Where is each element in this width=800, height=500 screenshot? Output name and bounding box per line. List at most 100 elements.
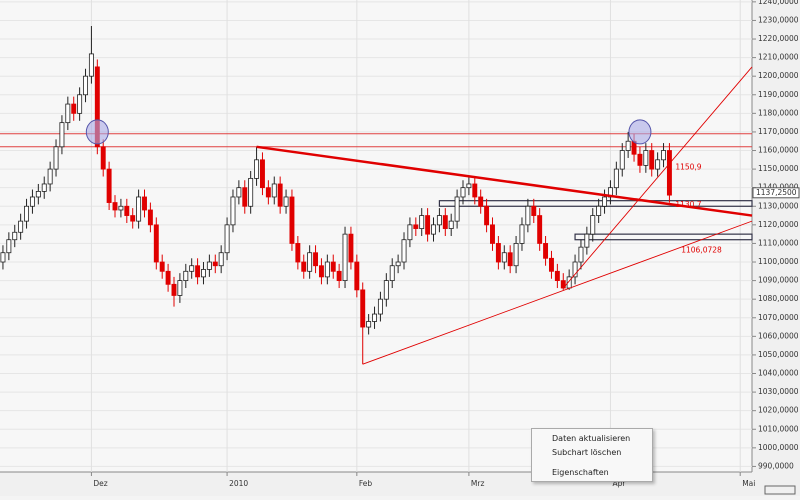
- candle-body: [88, 53, 94, 77]
- candle-body: [271, 183, 277, 198]
- candle-body: [413, 224, 419, 229]
- marker: [628, 119, 652, 145]
- y-tick-label: 1060,0000: [758, 331, 799, 340]
- menu-item[interactable]: Subchart löschen: [552, 448, 622, 457]
- candle-body: [94, 66, 100, 148]
- candle-body: [106, 168, 112, 203]
- candle-body: [602, 196, 608, 207]
- y-tick-label: 1000,0000: [758, 443, 799, 452]
- candle-body: [289, 196, 295, 244]
- y-tick-label: 1070,0000: [758, 313, 799, 322]
- y-tick-label: 1190,0000: [758, 90, 799, 99]
- candle-body: [218, 252, 224, 267]
- candle-body: [619, 150, 625, 170]
- candle-body: [584, 233, 590, 248]
- candle-body: [201, 269, 206, 278]
- candle-body: [625, 140, 631, 151]
- candle-body: [100, 146, 106, 170]
- annotation: 1106,0728: [681, 246, 722, 255]
- candle-body: [649, 150, 655, 170]
- x-tick-label: Mai: [742, 479, 755, 488]
- candle-body: [572, 261, 578, 278]
- candle-body: [436, 215, 442, 226]
- candle-body: [324, 261, 330, 278]
- candle-body: [389, 265, 395, 281]
- x-tick-label: Mrz: [471, 479, 485, 488]
- candle-body: [466, 183, 472, 189]
- y-tick-label: 1120,0000: [758, 220, 799, 229]
- candle-body: [189, 265, 195, 272]
- y-tick-label: 1130,0000: [758, 201, 799, 210]
- marker: [85, 119, 109, 145]
- candle-body: [372, 313, 377, 322]
- candle-body: [578, 246, 584, 263]
- candle-body: [59, 122, 65, 148]
- candle-body: [165, 270, 171, 285]
- x-tick-label: 2010: [229, 479, 248, 488]
- candle-body: [83, 75, 88, 96]
- candle-body: [661, 150, 666, 161]
- candle-body: [490, 224, 495, 244]
- y-tick-label: 1020,0000: [758, 406, 799, 415]
- candle-body: [171, 283, 177, 296]
- candle-body: [65, 103, 71, 124]
- candle-body: [643, 150, 649, 166]
- candle-body: [307, 252, 313, 272]
- candle-body: [242, 187, 248, 207]
- candle-body: [377, 298, 383, 315]
- candle-body: [183, 270, 189, 281]
- y-tick-label: 1100,0000: [758, 257, 799, 266]
- candle-body: [442, 215, 448, 229]
- candle-body: [259, 159, 265, 189]
- candle-body: [24, 205, 30, 222]
- candle-body: [401, 239, 407, 263]
- price-axis: [752, 0, 800, 496]
- y-tick-label: 1210,0000: [758, 53, 799, 62]
- candle-body: [283, 196, 289, 207]
- annotation: 1150,9: [675, 162, 701, 171]
- y-tick-label: 1050,0000: [758, 350, 799, 359]
- candle-body: [29, 196, 35, 207]
- candle-body: [360, 289, 366, 328]
- candle-body: [613, 168, 619, 189]
- scroll-icon[interactable]: [764, 485, 796, 495]
- y-tick-label: 1170,0000: [758, 127, 799, 136]
- candle-body: [112, 202, 118, 211]
- candle-body: [206, 261, 212, 270]
- candle-body: [130, 215, 136, 222]
- candle-body: [501, 252, 507, 263]
- candle-body: [525, 205, 531, 226]
- trend-line: [362, 220, 753, 365]
- candle-body: [124, 205, 130, 216]
- candle-body: [484, 205, 490, 226]
- candle-body: [330, 261, 336, 272]
- candle-body: [118, 205, 124, 211]
- menu-item[interactable]: Daten aktualisieren: [552, 434, 631, 443]
- last-price-box: [752, 187, 800, 199]
- candle-body: [537, 215, 543, 244]
- y-tick-label: 1080,0000: [758, 294, 799, 303]
- y-tick-label: 1090,0000: [758, 276, 799, 285]
- plot-area: [0, 0, 752, 472]
- candle-body: [12, 231, 18, 241]
- candle-body: [448, 220, 454, 229]
- y-tick-label: 990,0000: [758, 461, 794, 470]
- y-tick-label: 1230,0000: [758, 15, 799, 24]
- candle-body: [47, 168, 53, 185]
- candle-body: [147, 209, 153, 226]
- candle-body: [549, 257, 554, 272]
- y-tick-label: 1180,0000: [758, 108, 799, 117]
- candle-body: [666, 150, 672, 196]
- y-tick-label: 1150,0000: [758, 164, 799, 173]
- y-tick-label: 1110,0000: [758, 238, 799, 247]
- trend-line: [256, 145, 753, 217]
- menu-item[interactable]: Eigenschaften: [552, 468, 609, 477]
- candle-body: [590, 215, 596, 235]
- candle-body: [366, 321, 372, 328]
- candle-body: [425, 215, 431, 235]
- y-tick-label: 1010,0000: [758, 424, 799, 433]
- candle-body: [513, 243, 519, 267]
- y-tick-label: 1240,0000: [758, 0, 799, 6]
